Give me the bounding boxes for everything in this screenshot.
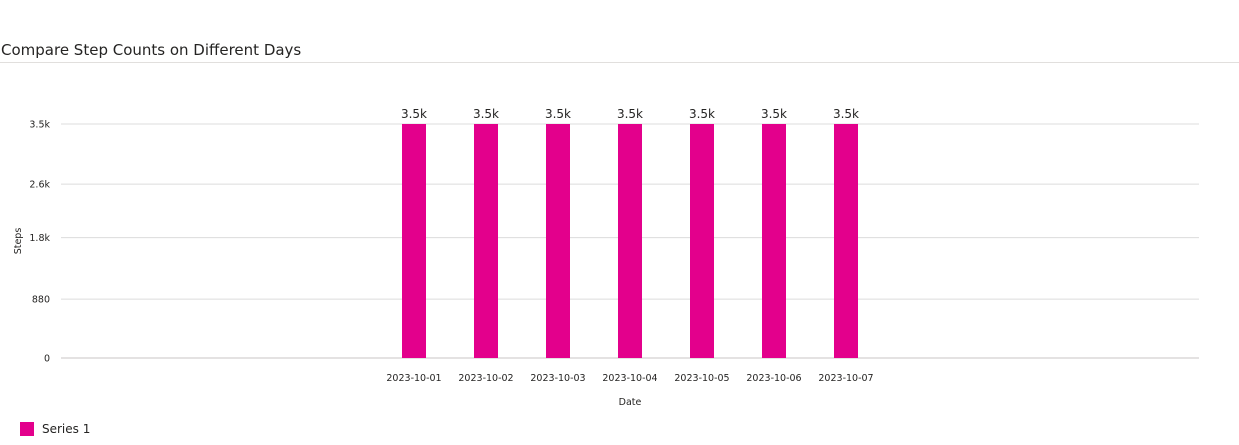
bar[interactable] [618, 124, 642, 358]
x-tick-label: 2023-10-06 [746, 373, 801, 384]
x-tick-label: 2023-10-07 [818, 373, 873, 384]
y-tick-label: 880 [32, 295, 50, 306]
data-label: 3.5k [401, 107, 427, 121]
bar[interactable] [690, 124, 714, 358]
bar[interactable] [762, 124, 786, 358]
data-label: 3.5k [473, 107, 499, 121]
data-label: 3.5k [833, 107, 859, 121]
y-tick-label: 3.5k [29, 120, 50, 131]
bar[interactable] [834, 124, 858, 358]
x-tick-label: 2023-10-03 [530, 373, 585, 384]
title-divider [0, 62, 1239, 63]
y-axis-title: Steps [13, 228, 24, 255]
legend-swatch-series-1[interactable] [20, 422, 34, 436]
legend: Series 1 [20, 421, 90, 437]
y-tick-label: 1.8k [29, 233, 50, 244]
y-tick-label: 0 [44, 354, 50, 365]
bar[interactable] [474, 124, 498, 358]
data-label: 3.5k [761, 107, 787, 121]
x-tick-label: 2023-10-04 [602, 373, 657, 384]
bar[interactable] [546, 124, 570, 358]
data-label: 3.5k [689, 107, 715, 121]
chart-title: Compare Step Counts on Different Days [1, 41, 302, 59]
y-tick-label: 2.6k [29, 180, 50, 191]
bar[interactable] [402, 124, 426, 358]
data-label: 3.5k [545, 107, 571, 121]
x-axis-title: Date [619, 397, 642, 408]
x-tick-label: 2023-10-01 [386, 373, 441, 384]
data-label: 3.5k [617, 107, 643, 121]
x-tick-label: 2023-10-02 [458, 373, 513, 384]
legend-label-series-1[interactable]: Series 1 [42, 422, 91, 436]
x-tick-label: 2023-10-05 [674, 373, 729, 384]
